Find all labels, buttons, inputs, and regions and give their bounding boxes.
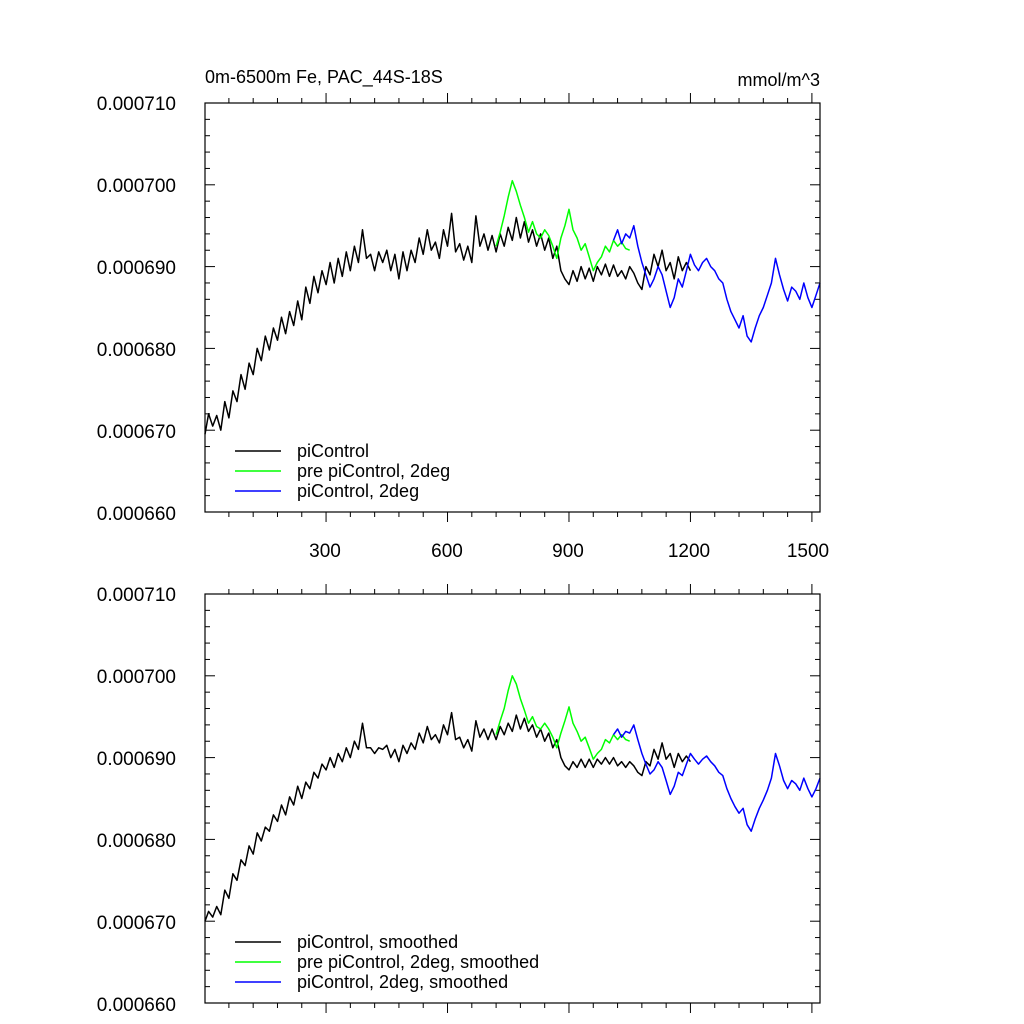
top-y-tick-labels: 0.000660 0.000670 0.000680 0.000690 0.00… <box>97 94 176 525</box>
y-tick-label: 0.000670 <box>97 913 176 934</box>
legend-label-picontrol-2deg-smoothed: piControl, 2deg, smoothed <box>297 972 508 992</box>
legend-label-pre-picontrol-2deg-smoothed: pre piControl, 2deg, smoothed <box>297 952 539 972</box>
top-x-tick-labels: 300 600 900 1200 1500 <box>309 541 829 562</box>
bottom-legend: piControl, smoothed pre piControl, 2deg,… <box>235 932 539 992</box>
x-tick-label: 1500 <box>787 541 829 562</box>
series-line-picontrol-2deg-smoothed <box>612 724 821 832</box>
y-tick-label: 0.000680 <box>97 340 176 361</box>
y-tick-label: 0.000710 <box>97 585 176 606</box>
y-tick-label: 0.000700 <box>97 667 176 688</box>
top-plot-frame <box>204 102 821 513</box>
y-tick-label: 0.000690 <box>97 258 176 279</box>
top-panel: 0m-6500m Fe, PAC_44S-18S mmol/m^3 0.0006… <box>97 67 829 562</box>
y-tick-label: 0.000670 <box>97 422 176 443</box>
y-tick-label: 0.000690 <box>97 749 176 770</box>
y-tick-label: 0.000700 <box>97 176 176 197</box>
x-tick-label: 300 <box>309 541 341 562</box>
x-tick-label: 600 <box>431 541 463 562</box>
top-legend: piControl pre piControl, 2deg piControl,… <box>235 441 450 501</box>
top-chart-units: mmol/m^3 <box>738 70 820 90</box>
top-series-lines <box>204 179 821 435</box>
bottom-series-lines <box>204 675 821 922</box>
series-line-picontrol-smoothed <box>204 711 692 922</box>
series-line-picontrol <box>204 212 692 435</box>
y-tick-label: 0.000710 <box>97 94 176 115</box>
top-chart-title: 0m-6500m Fe, PAC_44S-18S <box>205 67 443 88</box>
bottom-plot-frame <box>204 593 821 1004</box>
bottom-axis-ticks <box>205 584 820 1013</box>
series-line-pre-picontrol-2deg <box>495 179 630 272</box>
legend-label-picontrol: piControl <box>297 441 369 461</box>
legend-label-picontrol-2deg: piControl, 2deg <box>297 481 419 501</box>
series-line-picontrol-2deg <box>612 224 821 343</box>
y-tick-label: 0.000660 <box>97 995 176 1016</box>
x-tick-label: 1200 <box>668 541 710 562</box>
legend-label-picontrol-smoothed: piControl, smoothed <box>297 932 458 952</box>
y-tick-label: 0.000660 <box>97 504 176 525</box>
bottom-y-tick-labels: 0.000660 0.000670 0.000680 0.000690 0.00… <box>97 585 176 1016</box>
legend-label-pre-picontrol-2deg: pre piControl, 2deg <box>297 461 450 481</box>
x-tick-label: 900 <box>552 541 584 562</box>
bottom-panel: 0.000660 0.000670 0.000680 0.000690 0.00… <box>97 584 821 1016</box>
series-line-pre-picontrol-2deg-smoothed <box>495 675 630 760</box>
y-tick-label: 0.000680 <box>97 831 176 852</box>
top-axis-ticks <box>205 93 820 522</box>
